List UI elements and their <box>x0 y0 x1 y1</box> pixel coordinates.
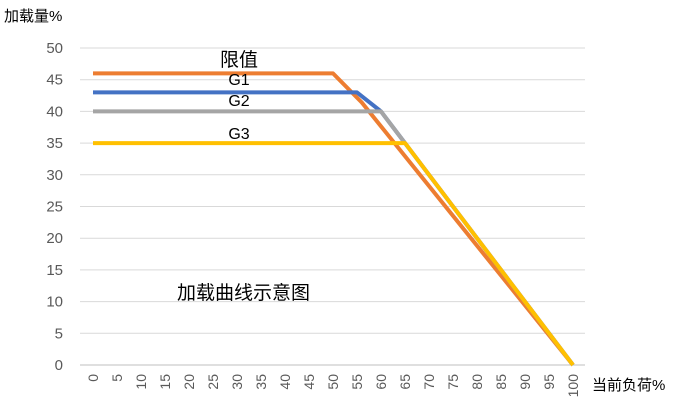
y-tick-label: 5 <box>55 325 63 342</box>
x-tick-label: 20 <box>181 374 197 390</box>
x-tick-label: 75 <box>445 374 461 390</box>
x-tick-label: 45 <box>301 374 317 390</box>
annotation-label: G3 <box>228 126 249 143</box>
series-line-0 <box>93 71 575 367</box>
x-tick-label: 55 <box>349 374 365 390</box>
annotation-label: 限值 <box>220 49 258 71</box>
y-tick-label: 15 <box>46 262 63 279</box>
x-tick-label: 25 <box>205 374 221 390</box>
x-tick-label: 15 <box>157 374 173 390</box>
x-tick-label: 10 <box>133 374 149 390</box>
x-tick-label: 100 <box>565 374 581 398</box>
x-tick-label: 90 <box>517 374 533 390</box>
annotation-label: G2 <box>228 93 249 110</box>
series-line-1 <box>93 90 575 367</box>
x-tick-label: 70 <box>421 374 437 390</box>
y-tick-label: 45 <box>46 72 63 89</box>
gridlines <box>80 47 585 366</box>
y-axis-title: 加载量% <box>4 8 62 25</box>
x-tick-label: 85 <box>493 374 509 390</box>
y-tick-label: 30 <box>46 167 63 184</box>
x-tick-label: 5 <box>109 374 125 382</box>
x-tick-label: 0 <box>85 374 101 382</box>
y-tick-label: 50 <box>46 40 63 57</box>
x-axis-ticks: 0 5 10 15 20 25 30 35 40 45 50 55 60 65 70 75 80 85 90 95 10… <box>85 374 581 398</box>
series-lines <box>93 71 575 367</box>
y-tick-label: 0 <box>55 357 63 374</box>
series-line-3 <box>93 141 575 367</box>
x-tick-label: 50 <box>325 374 341 390</box>
x-tick-label: 95 <box>541 374 557 390</box>
x-tick-label: 40 <box>277 374 293 390</box>
y-axis-ticks: 0 5 10 15 20 25 30 35 40 45 50 <box>46 40 63 374</box>
x-tick-label: 30 <box>229 374 245 390</box>
annotation-label: 加载曲线示意图 <box>177 282 310 304</box>
annotation-label: G1 <box>228 72 249 89</box>
y-tick-label: 40 <box>46 103 63 120</box>
x-tick-label: 80 <box>469 374 485 390</box>
x-tick-label: 35 <box>253 374 269 390</box>
y-tick-label: 35 <box>46 135 63 152</box>
x-tick-label: 65 <box>397 374 413 390</box>
y-tick-label: 20 <box>46 230 63 247</box>
x-tick-label: 60 <box>373 374 389 390</box>
y-tick-label: 25 <box>46 199 63 216</box>
y-tick-label: 10 <box>46 294 63 311</box>
x-axis-title: 当前负荷% <box>592 377 665 394</box>
